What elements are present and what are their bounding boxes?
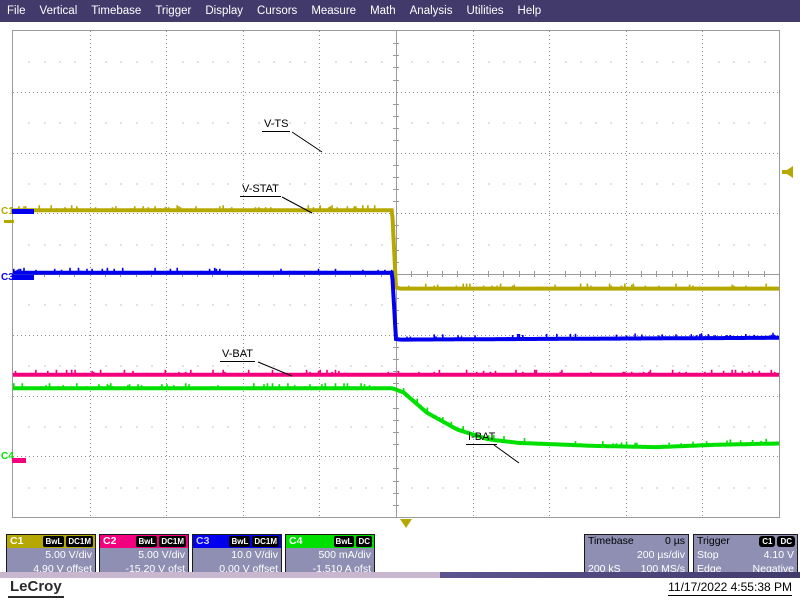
- trigger-level: 4.10 V: [763, 549, 794, 561]
- trigger-level-arrow-stem: [782, 170, 788, 174]
- menu-timebase[interactable]: Timebase: [91, 5, 142, 17]
- menu-display[interactable]: Display: [205, 5, 244, 17]
- channel-marker-c1-bar[interactable]: [12, 209, 34, 214]
- timebase-title: Timebase: [588, 535, 634, 547]
- waveform-label-v-ts: V-TS: [262, 118, 291, 132]
- channel-flags-c4: BwL DC: [333, 536, 372, 547]
- channel-scale-c2: 5.00 V/div: [138, 549, 185, 561]
- trigger-panel[interactable]: Trigger C1 DC Stop 4.10 V Edge Negative: [693, 534, 798, 576]
- menu-vertical[interactable]: Vertical: [39, 5, 78, 17]
- menu-math[interactable]: Math: [370, 5, 396, 17]
- footer-accent-bar: [0, 572, 800, 578]
- channel-descriptor-c4[interactable]: C4 BwL DC 500 mA/div -1.510 A ofst: [285, 534, 375, 576]
- channel-scale-c3: 10.0 V/div: [231, 549, 278, 561]
- waveform-traces: [13, 205, 779, 450]
- channel-flags-c1: BwL DC1M: [43, 536, 93, 547]
- waveform-label-v-bat: V-BAT: [220, 348, 255, 362]
- waveform-label-i-bat: I-BAT: [466, 431, 498, 445]
- flag-bwl-c1: BwL: [43, 536, 65, 547]
- channel-flags-c3: BwL DC1M: [229, 536, 279, 547]
- flag-coupling-c1: DC1M: [66, 536, 93, 547]
- channel-id-c3: C3: [196, 535, 210, 547]
- channel-marker-c1-level[interactable]: [4, 220, 14, 223]
- channel-scale-c4: 500 mA/div: [318, 549, 371, 561]
- menu-measure[interactable]: Measure: [311, 5, 357, 17]
- trigger-header: Trigger C1 DC: [694, 535, 797, 548]
- timebase-scale: 200 µs/div: [636, 549, 685, 561]
- trigger-flags: C1 DC: [759, 536, 795, 547]
- channel-descriptor-c2[interactable]: C2 BwL DC1M 5.00 V/div -15.20 V ofst: [99, 534, 189, 576]
- channel-marker-c3-bar[interactable]: [12, 275, 34, 280]
- channel-id-c2: C2: [103, 535, 117, 547]
- channel-id-c4: C4: [289, 535, 303, 547]
- channel-descriptor-c1[interactable]: C1 BwL DC1M 5.00 V/div 4.90 V offset: [6, 534, 96, 576]
- timebase-header: Timebase 0 µs: [585, 535, 688, 548]
- channel-marker-c1[interactable]: C1: [1, 206, 14, 217]
- channel-scale-c1: 5.00 V/div: [45, 549, 92, 561]
- channel-descriptor-c3[interactable]: C3 BwL DC1M 10.0 V/div 0.00 V offset: [192, 534, 282, 576]
- menu-cursors[interactable]: Cursors: [257, 5, 298, 17]
- channel-flags-c2: BwL DC1M: [136, 536, 186, 547]
- trigger-source-flag: C1: [759, 536, 776, 547]
- menu-trigger[interactable]: Trigger: [155, 5, 192, 17]
- timebase-delay: 0 µs: [664, 535, 685, 547]
- footer: LeCroy 11/17/2022 4:55:38 PM: [0, 578, 800, 600]
- channel-marker-c3[interactable]: C3: [1, 272, 14, 283]
- graticule[interactable]: [12, 30, 780, 518]
- trigger-level-arrow[interactable]: [784, 166, 793, 178]
- trigger-state: Stop: [697, 549, 719, 561]
- channel-id-c1: C1: [10, 535, 24, 547]
- menu-file[interactable]: File: [7, 5, 26, 17]
- trigger-coupling-flag: DC: [777, 536, 795, 547]
- timebase-panel[interactable]: Timebase 0 µs 200 µs/div 200 kS 100 MS/s: [584, 534, 689, 576]
- datetime-display: 11/17/2022 4:55:38 PM: [668, 580, 792, 596]
- trigger-position-marker[interactable]: [400, 519, 412, 528]
- flag-coupling-c3: DC1M: [252, 536, 279, 547]
- menu-utilities[interactable]: Utilities: [466, 5, 504, 17]
- graticule-inner: [13, 31, 779, 517]
- lecroy-logo: LeCroy: [8, 578, 64, 598]
- menu-help[interactable]: Help: [517, 5, 542, 17]
- channel-marker-c4-bar[interactable]: [12, 458, 26, 463]
- menu-analysis[interactable]: Analysis: [409, 5, 453, 17]
- flag-bwl-c3: BwL: [229, 536, 251, 547]
- flag-bwl-c4: BwL: [333, 536, 355, 547]
- flag-coupling-c4: DC: [356, 536, 372, 547]
- trigger-title: Trigger: [697, 535, 730, 547]
- channel-marker-c4[interactable]: C4: [1, 451, 14, 462]
- flag-bwl-c2: BwL: [136, 536, 158, 547]
- flag-coupling-c2: DC1M: [159, 536, 186, 547]
- waveform-label-v-stat: V-STAT: [240, 183, 281, 197]
- menu-bar: File Vertical Timebase Trigger Display C…: [0, 0, 800, 22]
